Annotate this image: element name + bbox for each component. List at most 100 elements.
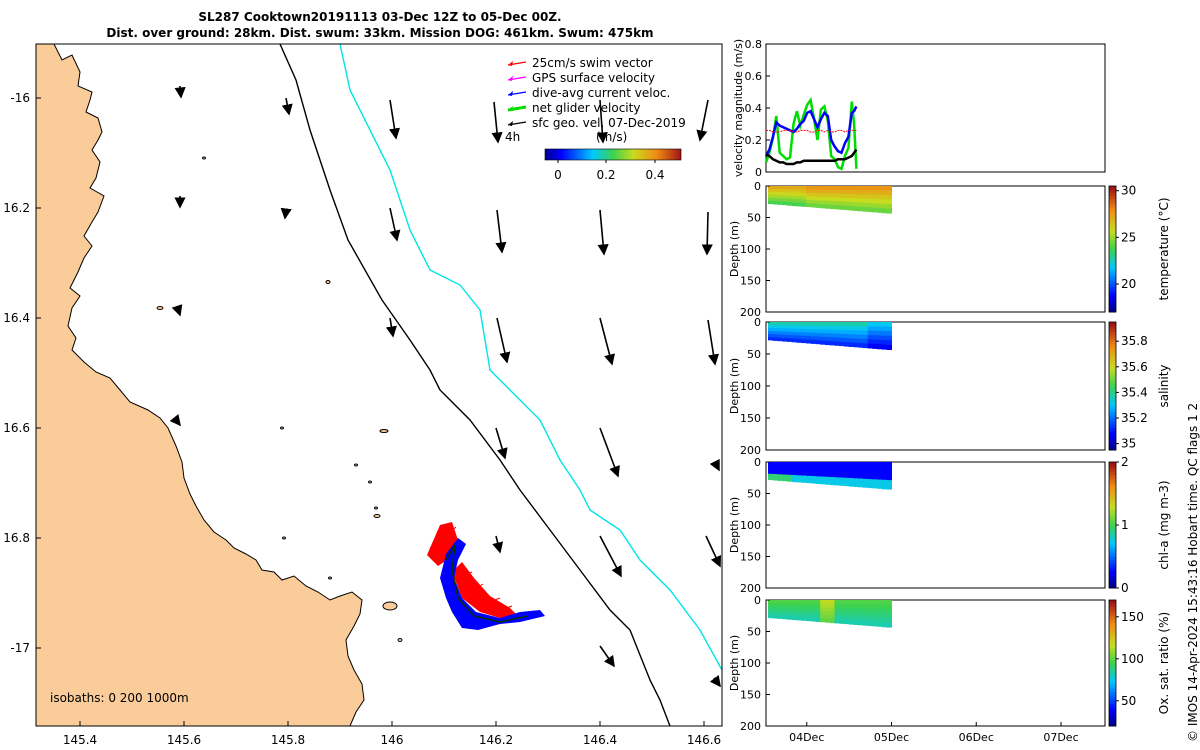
colorbar-segment <box>1109 471 1116 475</box>
profile-cell <box>772 195 778 199</box>
profile-cell <box>806 203 812 208</box>
profile-cell <box>886 613 892 619</box>
profile-cell <box>877 608 883 614</box>
profile-cell <box>825 189 831 194</box>
lat-tick-label: 16.4 <box>3 311 30 325</box>
profile-cell <box>858 478 864 484</box>
profile-cell <box>829 189 835 195</box>
profile-cell <box>820 476 826 481</box>
colorbar-segment <box>1109 395 1116 400</box>
profile-cell <box>872 483 878 489</box>
profile-cell <box>872 330 878 336</box>
profile-cell <box>820 600 826 605</box>
colorbar-segment <box>1109 518 1116 523</box>
depth-tick-label: 150 <box>740 551 761 564</box>
profile-cell <box>768 325 774 329</box>
profile-cell <box>829 477 835 482</box>
lon-tick-label: 146 <box>381 733 404 747</box>
profile-cell <box>796 186 802 190</box>
profile-cell <box>848 338 854 343</box>
profile-cell <box>787 189 793 193</box>
land-coastline <box>36 44 365 726</box>
profile-cell <box>862 343 869 349</box>
profile-cell <box>782 606 788 610</box>
speed-colorbar-ticks: 0 0.2 0.4 <box>554 160 665 182</box>
profile-cell <box>839 462 845 467</box>
profile-cell <box>791 186 797 190</box>
profile-cell <box>848 474 854 479</box>
colorbar-segment <box>1109 186 1116 190</box>
profile-cell <box>815 336 821 341</box>
profile-cell <box>825 480 831 485</box>
lon-tick-label: 146.6 <box>687 733 721 747</box>
time-tick-label: 06Dec <box>959 731 994 744</box>
profile-cell <box>787 325 793 329</box>
colorbar-segment <box>1109 325 1116 329</box>
velocity-ytick-label: 0.8 <box>745 38 763 51</box>
profile-cell <box>787 192 793 197</box>
profile-cell <box>777 468 783 472</box>
profile-cell <box>801 186 807 190</box>
profile-cell <box>834 615 840 620</box>
profile-cell <box>801 478 807 483</box>
colorbar-segment <box>1109 559 1116 564</box>
legend-label: GPS surface velocity <box>532 71 655 85</box>
profile-cell <box>858 326 864 331</box>
profile-cell <box>791 189 797 194</box>
colorbar-tick-label: 0.2 <box>596 168 615 182</box>
profile-cell <box>839 619 845 624</box>
profile-cell <box>810 614 816 618</box>
profile-cell <box>791 471 797 476</box>
profile-cell <box>844 186 850 191</box>
profile-cell <box>858 202 864 208</box>
profile-cell <box>881 462 888 467</box>
profile-cell <box>829 615 835 620</box>
profile-cell <box>881 186 888 191</box>
profile-cell <box>853 462 859 467</box>
depth-ylabel: Depth (m) <box>728 497 741 553</box>
profile-cell <box>815 325 821 330</box>
profile-cell <box>787 202 793 206</box>
profile-cell <box>881 326 888 332</box>
depth-tick-label: 50 <box>747 626 761 639</box>
profile-cell <box>787 338 793 342</box>
colorbar-segment <box>1109 647 1116 651</box>
profile-cell <box>886 609 892 614</box>
time-tick-label: 05Dec <box>874 731 909 744</box>
profile-cell <box>862 186 869 191</box>
profile-cell <box>853 612 859 617</box>
colorbar-segment <box>1109 354 1116 358</box>
colorbar-segment <box>1109 341 1116 345</box>
profile-cell <box>834 329 840 335</box>
profile-cell <box>777 615 783 619</box>
depth-tick-label: 0 <box>754 456 761 469</box>
profile-cell <box>806 606 812 611</box>
profile-cell <box>768 336 774 341</box>
colorbar-segment <box>1109 625 1116 629</box>
profile-cell <box>772 462 778 466</box>
profile-cell <box>858 620 864 626</box>
profile-cell <box>881 600 888 605</box>
profile-cell <box>768 186 774 190</box>
profile-cell <box>886 335 892 341</box>
profile-cell <box>867 335 873 340</box>
profile-cell <box>787 186 793 190</box>
profile-cell <box>867 343 873 349</box>
profile-cell <box>834 611 840 616</box>
profile-cell <box>815 610 821 615</box>
profile-cell <box>881 344 888 350</box>
profile-cell <box>872 326 878 332</box>
colorbar-segment <box>1109 366 1116 371</box>
profile-cell <box>810 607 816 611</box>
colorbar-segment <box>1109 606 1116 610</box>
profile-cell <box>877 207 883 213</box>
lon-tick-label: 145.6 <box>167 733 201 747</box>
profile-cell <box>829 607 835 612</box>
profile-cell <box>768 473 774 478</box>
profile-cell <box>872 344 878 349</box>
lat-tick-label: -17 <box>10 641 30 655</box>
profile-cell <box>782 471 788 475</box>
legend-arrowhead <box>508 106 513 111</box>
isobath-1000m <box>339 44 722 671</box>
colorbar-segment <box>1109 201 1116 206</box>
